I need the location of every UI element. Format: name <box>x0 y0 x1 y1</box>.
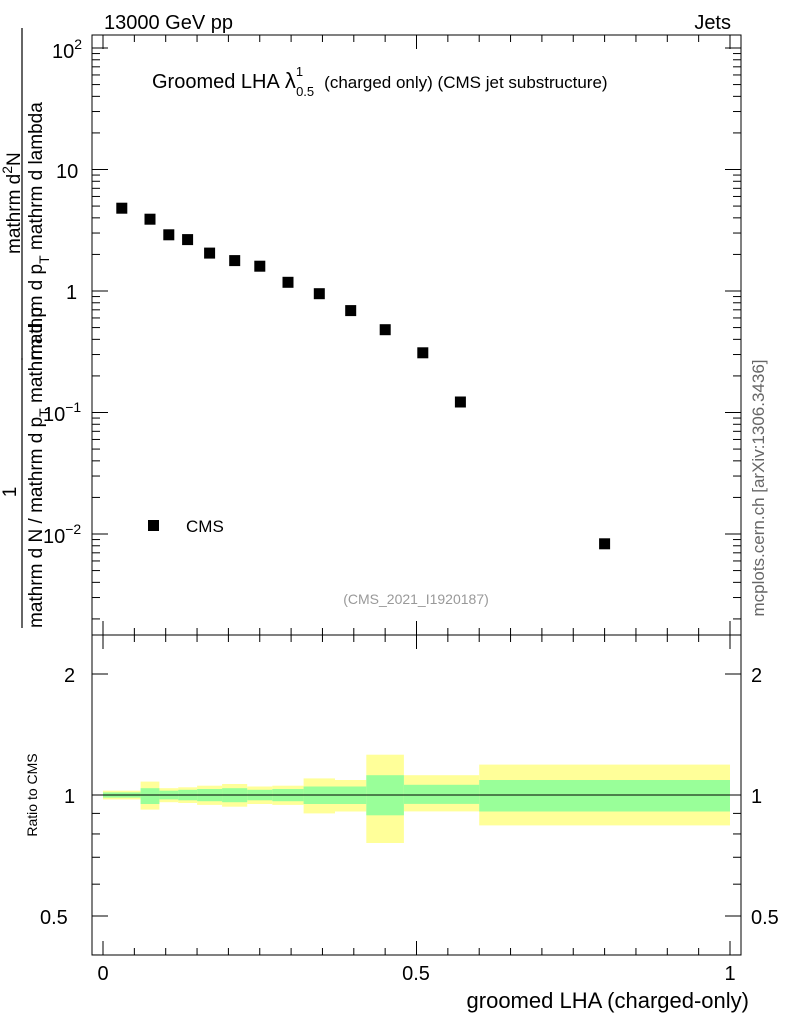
data-point <box>116 202 128 214</box>
data-point <box>204 247 216 259</box>
legend-label-cms: CMS <box>186 517 224 536</box>
data-point <box>345 305 357 317</box>
ytick-label-0p1: 10−1 <box>43 399 81 426</box>
data-point <box>454 396 466 408</box>
ylabel-denominator-2: mathrm d pT mathrm d lambda <box>26 102 52 360</box>
xtick-label-0: 0 <box>97 963 108 985</box>
data-point <box>182 234 194 246</box>
jets-label: Jets <box>694 12 731 34</box>
plot-title: Groomed LHA λ1 0.5 (charged only) (CMS jet … <box>152 64 608 99</box>
ratio-plot-ticks <box>92 635 741 956</box>
ratio-ytick-1-right: 1 <box>751 786 762 808</box>
data-point <box>282 276 294 288</box>
ratio-ytick-0p5-right: 0.5 <box>751 907 779 929</box>
ratio-y-tick-labels: 2 1 0.5 2 1 0.5 <box>40 665 779 929</box>
ratio-ytick-0p5-left: 0.5 <box>40 907 68 929</box>
data-point <box>254 260 266 272</box>
xtick-label-1: 1 <box>724 963 735 985</box>
ytick-label-100: 102 <box>52 36 82 63</box>
data-point <box>417 347 429 359</box>
data-point <box>163 229 175 241</box>
legend: CMS <box>148 517 224 536</box>
ytick-label-10: 10 <box>56 161 78 183</box>
ratio-ytick-2-left: 2 <box>64 665 75 687</box>
data-point <box>229 255 241 267</box>
stat-uncertainty-band <box>140 788 160 804</box>
main-plot-frame <box>91 34 742 636</box>
legend-marker <box>148 520 159 531</box>
cms-data-points <box>116 202 611 550</box>
ratio-y-axis-label: Ratio to CMS <box>24 753 40 836</box>
ytick-label-0p01: 10−2 <box>43 521 81 548</box>
data-point <box>313 288 325 300</box>
ylabel-denominator: mathrm d N / mathrm d pT mathrm d p <box>26 307 52 628</box>
mcplots-watermark: mcplots.cern.ch [arXiv:1306.3436] <box>749 359 768 616</box>
stat-uncertainty-band <box>404 784 480 804</box>
data-point <box>379 324 391 336</box>
x-tick-labels: 0 0.5 1 <box>97 963 735 985</box>
main-plot-ticks <box>92 35 741 635</box>
stat-uncertainty-band <box>479 780 730 812</box>
analysis-id: (CMS_2021_I1920187) <box>343 591 489 607</box>
ylabel-numerator-one: 1 <box>0 487 21 498</box>
ytick-label-1: 1 <box>66 282 77 304</box>
main-y-tick-labels: 102 10 1 10−1 10−2 <box>43 36 82 548</box>
xtick-label-0p5: 0.5 <box>402 963 430 985</box>
x-axis-label: groomed LHA (charged-only) <box>467 988 749 1013</box>
main-y-axis-label: 1 mathrm d N / mathrm d pT mathrm d p ma… <box>0 28 52 628</box>
energy-label: 13000 GeV pp <box>104 12 233 34</box>
ratio-ytick-1-left: 1 <box>64 786 75 808</box>
data-point <box>599 538 611 550</box>
data-point <box>144 213 156 225</box>
ratio-ytick-2-right: 2 <box>751 665 762 687</box>
ratio-uncertainty-bands <box>103 754 730 843</box>
ylabel-numerator-d2n: mathrm d2N <box>0 152 25 254</box>
